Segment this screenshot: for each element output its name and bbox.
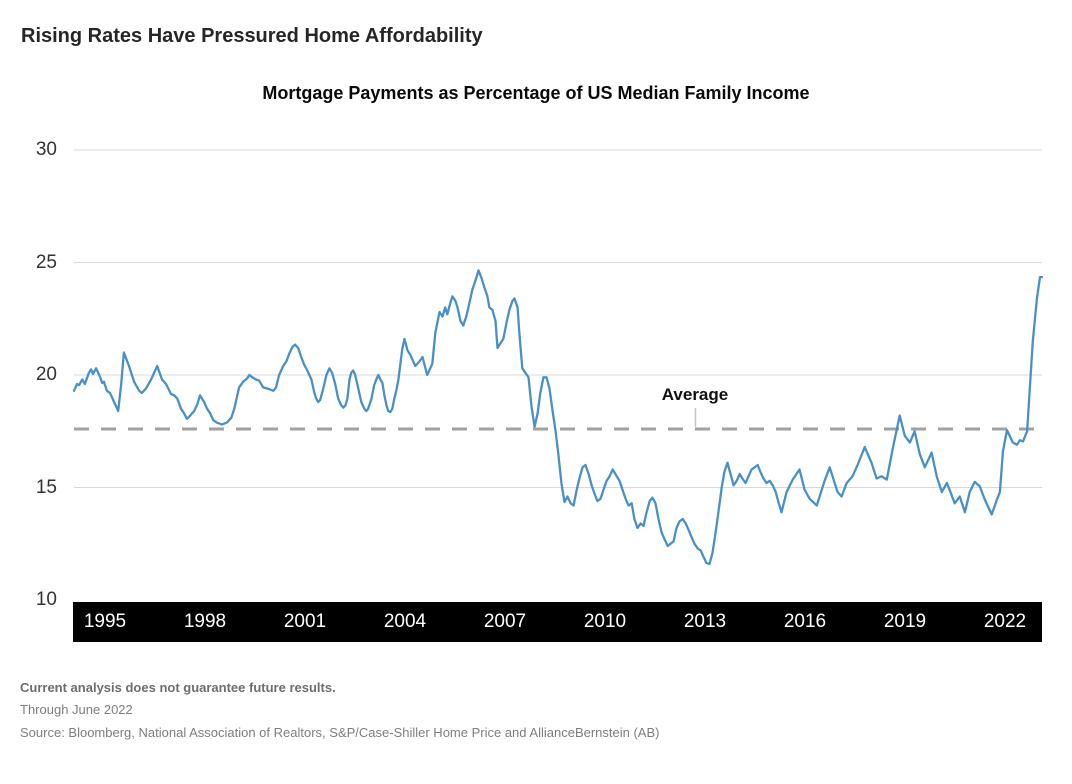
- y-tick-label: 25: [35, 251, 57, 273]
- x-tick-label: 2013: [683, 611, 727, 632]
- x-tick-label: 2010: [583, 611, 627, 632]
- x-axis-bar: [73, 602, 1042, 642]
- chart-title: Mortgage Payments as Percentage of US Me…: [262, 83, 810, 103]
- y-tick-label: 10: [35, 589, 57, 610]
- x-tick-label: 2007: [483, 611, 527, 632]
- mortgage-payment-line: [72, 269, 1044, 566]
- average-line-label: Average: [661, 385, 729, 404]
- x-tick-label: 2022: [983, 611, 1027, 632]
- footnote-disclaimer: Current analysis does not guarantee futu…: [20, 680, 336, 695]
- page-title: Rising Rates Have Pressured Home Afforda…: [21, 25, 483, 47]
- y-tick-label: 30: [35, 139, 57, 160]
- x-tick-label: 2016: [783, 611, 827, 632]
- y-tick-label: 15: [35, 476, 57, 498]
- x-tick-label: 1995: [83, 611, 127, 632]
- x-tick-label: 2004: [383, 611, 427, 632]
- y-tick-label: 20: [35, 364, 57, 385]
- footnote-as-of: Through June 2022: [20, 702, 133, 717]
- x-tick-label: 2019: [883, 611, 927, 632]
- x-tick-label: 2001: [283, 611, 327, 632]
- footnote-source: Source: Bloomberg, National Association …: [20, 725, 660, 740]
- x-tick-label: 1998: [183, 611, 227, 632]
